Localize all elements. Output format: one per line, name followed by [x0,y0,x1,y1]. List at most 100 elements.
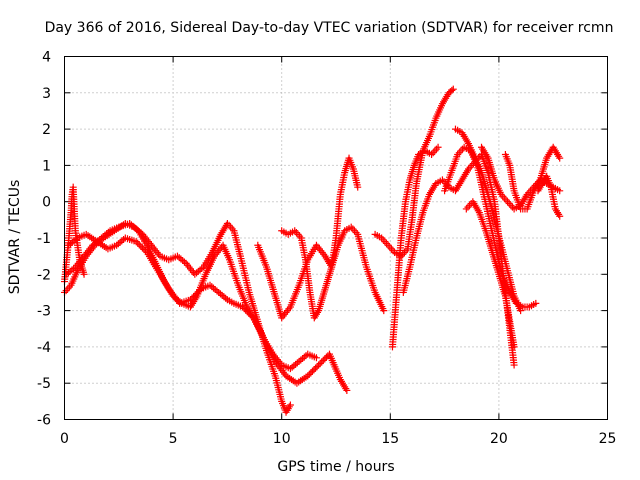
y-tick-label: -5 [37,376,51,392]
data-point-marker [140,245,148,253]
data-point-marker [434,143,442,151]
data-point-marker [505,200,513,208]
x-tick-label: 0 [60,431,69,447]
data-point-marker [243,308,251,316]
data-point-marker [316,359,324,367]
data-point-marker [510,343,518,351]
series-sat-11 [451,125,525,315]
data-point-marker [245,309,253,317]
y-tick-label: 1 [42,158,51,174]
y-tick-label: -2 [37,267,51,283]
data-point-marker [134,239,142,247]
data-point-marker [322,353,330,361]
data-point-marker [137,242,145,250]
points-layer [61,85,564,416]
data-point-marker [380,307,388,315]
series-sat-3 [65,230,351,394]
data-point-marker [318,358,326,366]
data-point-marker [188,294,196,302]
tick-label-layer: 0 5 10 15 20 25 -6 -5 -4 -3 -2 -1 0 1 2 3 4 [37,50,616,448]
data-point-marker [381,238,389,246]
data-point-marker [500,194,508,202]
x-axis-label: GPS time / hours [277,459,394,475]
data-point-marker [449,85,457,93]
data-point-marker [242,306,250,314]
data-point-marker [308,367,316,375]
series-sat-8 [388,143,442,351]
plot-frame [64,56,608,420]
data-point-marker [510,361,518,369]
data-point-marker [556,187,564,195]
data-point-marker [186,296,194,304]
x-tick-label: 20 [490,431,508,447]
data-point-marker [312,364,320,372]
data-point-marker [504,198,512,206]
x-tick-label: 15 [381,431,399,447]
y-tick-label: -1 [37,231,51,247]
series-sat-6 [278,223,388,322]
data-point-marker [321,355,329,363]
x-tick-label: 25 [599,431,617,447]
data-point-marker [190,293,198,301]
series-sat-7 [371,85,457,260]
data-point-marker [462,205,470,213]
chart-title: Day 366 of 2016, Sidereal Day-to-day VTE… [45,20,614,36]
data-point-marker [305,370,313,378]
data-point-marker [304,372,312,380]
data-point-marker [62,287,70,295]
data-point-marker [508,203,516,211]
data-point-marker [191,291,199,299]
data-point-marker [556,212,564,220]
y-tick-label: -6 [37,413,51,429]
y-tick-label: 2 [42,122,51,138]
data-point-marker [448,86,456,94]
data-point-marker [556,154,564,162]
data-point-marker [193,289,201,297]
y-tick-label: -3 [37,304,51,320]
data-point-marker [138,244,146,252]
data-point-marker [246,311,254,319]
data-point-marker [132,238,140,246]
y-tick-label: -4 [37,340,51,356]
data-point-marker [429,149,437,157]
x-tick-label: 10 [273,431,291,447]
data-point-marker [194,288,202,296]
data-point-marker [386,243,394,251]
data-point-marker [354,183,362,191]
data-point-marker [464,203,472,211]
data-point-marker [384,241,392,249]
data-point-marker [459,145,467,153]
data-point-marker [313,363,321,371]
data-point-marker [64,285,72,293]
y-tick-label: 4 [42,50,51,66]
data-point-marker [517,307,525,315]
data-point-marker [315,361,323,369]
data-point-marker [196,286,204,294]
data-point-marker [292,229,300,237]
data-point-marker [312,354,320,362]
y-axis-label: SDTVAR / TECUs [7,180,23,295]
data-point-marker [239,303,247,311]
series-sat-15 [534,172,564,220]
data-point-marker [532,299,540,307]
data-point-marker [227,223,235,231]
series-sat-12 [462,198,518,351]
data-point-marker [310,366,318,374]
data-point-marker [382,239,390,247]
data-point-marker [248,312,256,320]
y-tick-label: 3 [42,86,51,102]
data-point-marker [349,225,357,233]
data-point-marker [432,145,440,153]
data-point-marker [319,356,327,364]
y-tick-label: 0 [42,195,51,211]
data-point-marker [307,369,315,377]
data-point-marker [240,305,248,313]
data-point-marker [387,245,395,253]
data-point-marker [343,386,351,394]
data-point-marker [141,247,149,255]
data-point-marker [135,241,143,249]
data-point-marker [502,196,510,204]
data-point-marker [286,401,294,409]
data-point-marker [80,270,88,278]
